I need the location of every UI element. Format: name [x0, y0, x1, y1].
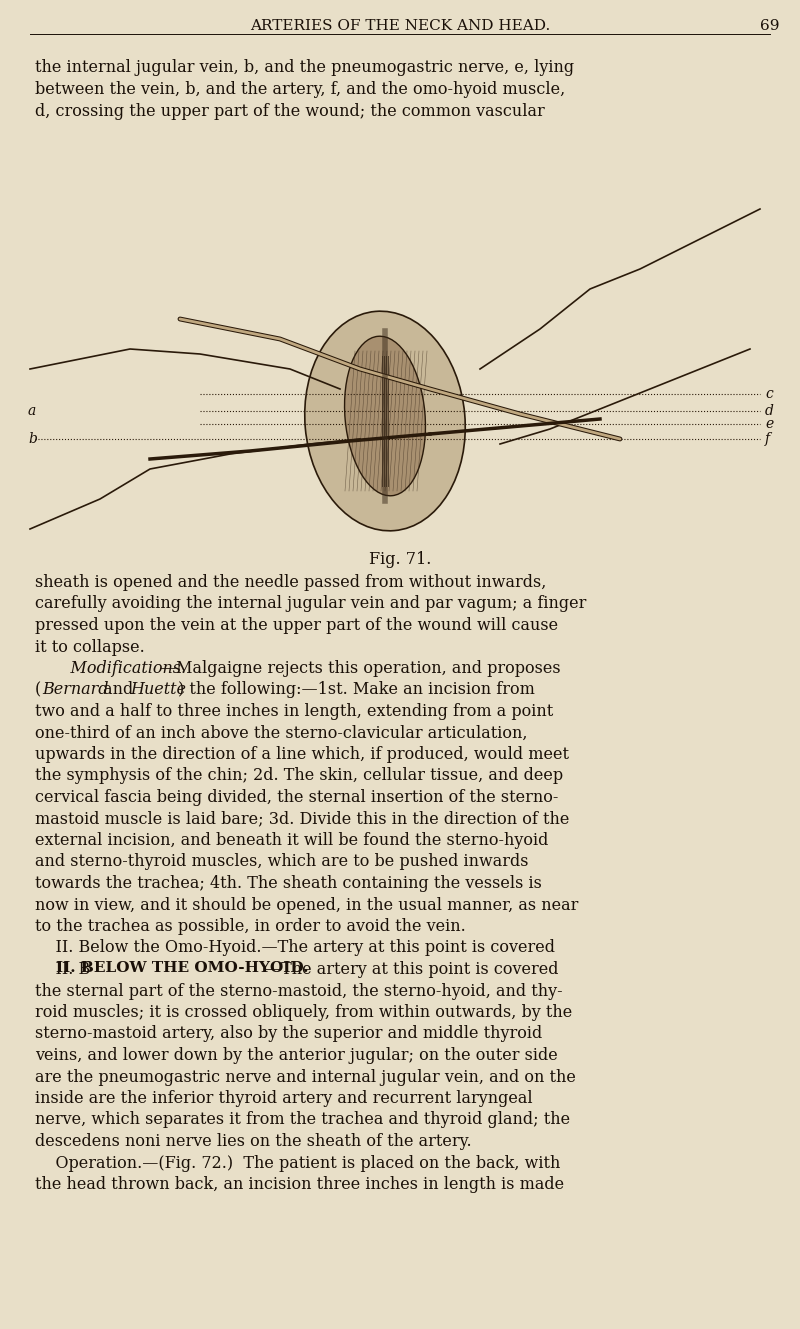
- Text: f: f: [765, 432, 770, 447]
- Text: c: c: [765, 387, 773, 401]
- Text: two and a half to three inches in length, extending from a point: two and a half to three inches in length…: [35, 703, 554, 720]
- Text: II. BELOW THE OMO-HYOID.: II. BELOW THE OMO-HYOID.: [35, 961, 309, 975]
- Text: Fig. 71.: Fig. 71.: [369, 552, 431, 567]
- Text: b: b: [28, 432, 37, 447]
- Text: inside are the inferior thyroid artery and recurrent laryngeal: inside are the inferior thyroid artery a…: [35, 1090, 533, 1107]
- Text: d: d: [765, 404, 774, 419]
- Text: a: a: [28, 404, 36, 419]
- Bar: [20, 279, 780, 540]
- Text: the sternal part of the sterno-mastoid, the sterno-hyoid, and thy-: the sternal part of the sterno-mastoid, …: [35, 982, 562, 999]
- Text: Bernard: Bernard: [42, 682, 109, 699]
- Text: are the pneumogastric nerve and internal jugular vein, and on the: are the pneumogastric nerve and internal…: [35, 1069, 576, 1086]
- Text: the head thrown back, an incision three inches in length is made: the head thrown back, an incision three …: [35, 1176, 564, 1193]
- Text: cervical fascia being divided, the sternal insertion of the sterno-: cervical fascia being divided, the stern…: [35, 789, 558, 805]
- Text: the internal jugular vein, b, and the pneumogastric nerve, e, lying: the internal jugular vein, b, and the pn…: [35, 58, 574, 76]
- Text: Operation.—(Fig. 72.)  The patient is placed on the back, with: Operation.—(Fig. 72.) The patient is pla…: [35, 1155, 560, 1171]
- Text: external incision, and beneath it will be found the sterno-hyoid: external incision, and beneath it will b…: [35, 832, 548, 849]
- Text: nerve, which separates it from the trachea and thyroid gland; the: nerve, which separates it from the trach…: [35, 1111, 570, 1128]
- Text: mastoid muscle is laid bare; 3d. Divide this in the direction of the: mastoid muscle is laid bare; 3d. Divide …: [35, 811, 570, 828]
- Text: Huette: Huette: [130, 682, 186, 699]
- Text: carefully avoiding the internal jugular vein and par vagum; a finger: carefully avoiding the internal jugular …: [35, 595, 586, 613]
- Text: descedens noni nerve lies on the sheath of the artery.: descedens noni nerve lies on the sheath …: [35, 1134, 472, 1150]
- Text: ) the following:—1st. Make an incision from: ) the following:—1st. Make an incision f…: [178, 682, 535, 699]
- Text: Modifications.: Modifications.: [50, 661, 186, 676]
- Ellipse shape: [305, 311, 466, 530]
- Text: d, crossing the upper part of the wound; the common vascular: d, crossing the upper part of the wound;…: [35, 104, 545, 120]
- Text: (: (: [35, 682, 42, 699]
- Text: veins, and lower down by the anterior jugular; on the outer side: veins, and lower down by the anterior ju…: [35, 1047, 558, 1065]
- Text: —The artery at this point is covered: —The artery at this point is covered: [265, 961, 558, 978]
- Text: sterno-mastoid artery, also by the superior and middle thyroid: sterno-mastoid artery, also by the super…: [35, 1026, 542, 1042]
- Text: —Malgaigne rejects this operation, and proposes: —Malgaigne rejects this operation, and p…: [160, 661, 561, 676]
- Text: upwards in the direction of a line which, if produced, would meet: upwards in the direction of a line which…: [35, 746, 569, 763]
- Text: one-third of an inch above the sterno-clavicular articulation,: one-third of an inch above the sterno-cl…: [35, 724, 527, 742]
- Text: sheath is opened and the needle passed from without inwards,: sheath is opened and the needle passed f…: [35, 574, 546, 591]
- Text: ARTERIES OF THE NECK AND HEAD.: ARTERIES OF THE NECK AND HEAD.: [250, 19, 550, 33]
- Text: it to collapse.: it to collapse.: [35, 638, 145, 655]
- Text: pressed upon the vein at the upper part of the wound will cause: pressed upon the vein at the upper part …: [35, 617, 558, 634]
- Text: II. B: II. B: [35, 961, 90, 978]
- Text: now in view, and it should be opened, in the usual manner, as near: now in view, and it should be opened, in…: [35, 897, 578, 913]
- Text: and: and: [98, 682, 138, 699]
- Text: II. Below the Omo-Hyoid.—The artery at this point is covered: II. Below the Omo-Hyoid.—The artery at t…: [35, 940, 555, 957]
- Text: 69: 69: [760, 19, 779, 33]
- Text: e: e: [765, 417, 774, 431]
- Text: between the vein, b, and the artery, f, and the omo-hyoid muscle,: between the vein, b, and the artery, f, …: [35, 81, 566, 98]
- Text: and sterno-thyroid muscles, which are to be pushed inwards: and sterno-thyroid muscles, which are to…: [35, 853, 529, 870]
- Text: roid muscles; it is crossed obliquely, from within outwards, by the: roid muscles; it is crossed obliquely, f…: [35, 1003, 572, 1021]
- Text: to the trachea as possible, in order to avoid the vein.: to the trachea as possible, in order to …: [35, 918, 466, 936]
- Ellipse shape: [345, 336, 426, 496]
- Text: towards the trachea; 4th. The sheath containing the vessels is: towards the trachea; 4th. The sheath con…: [35, 874, 542, 892]
- Text: the symphysis of the chin; 2d. The skin, cellular tissue, and deep: the symphysis of the chin; 2d. The skin,…: [35, 768, 563, 784]
